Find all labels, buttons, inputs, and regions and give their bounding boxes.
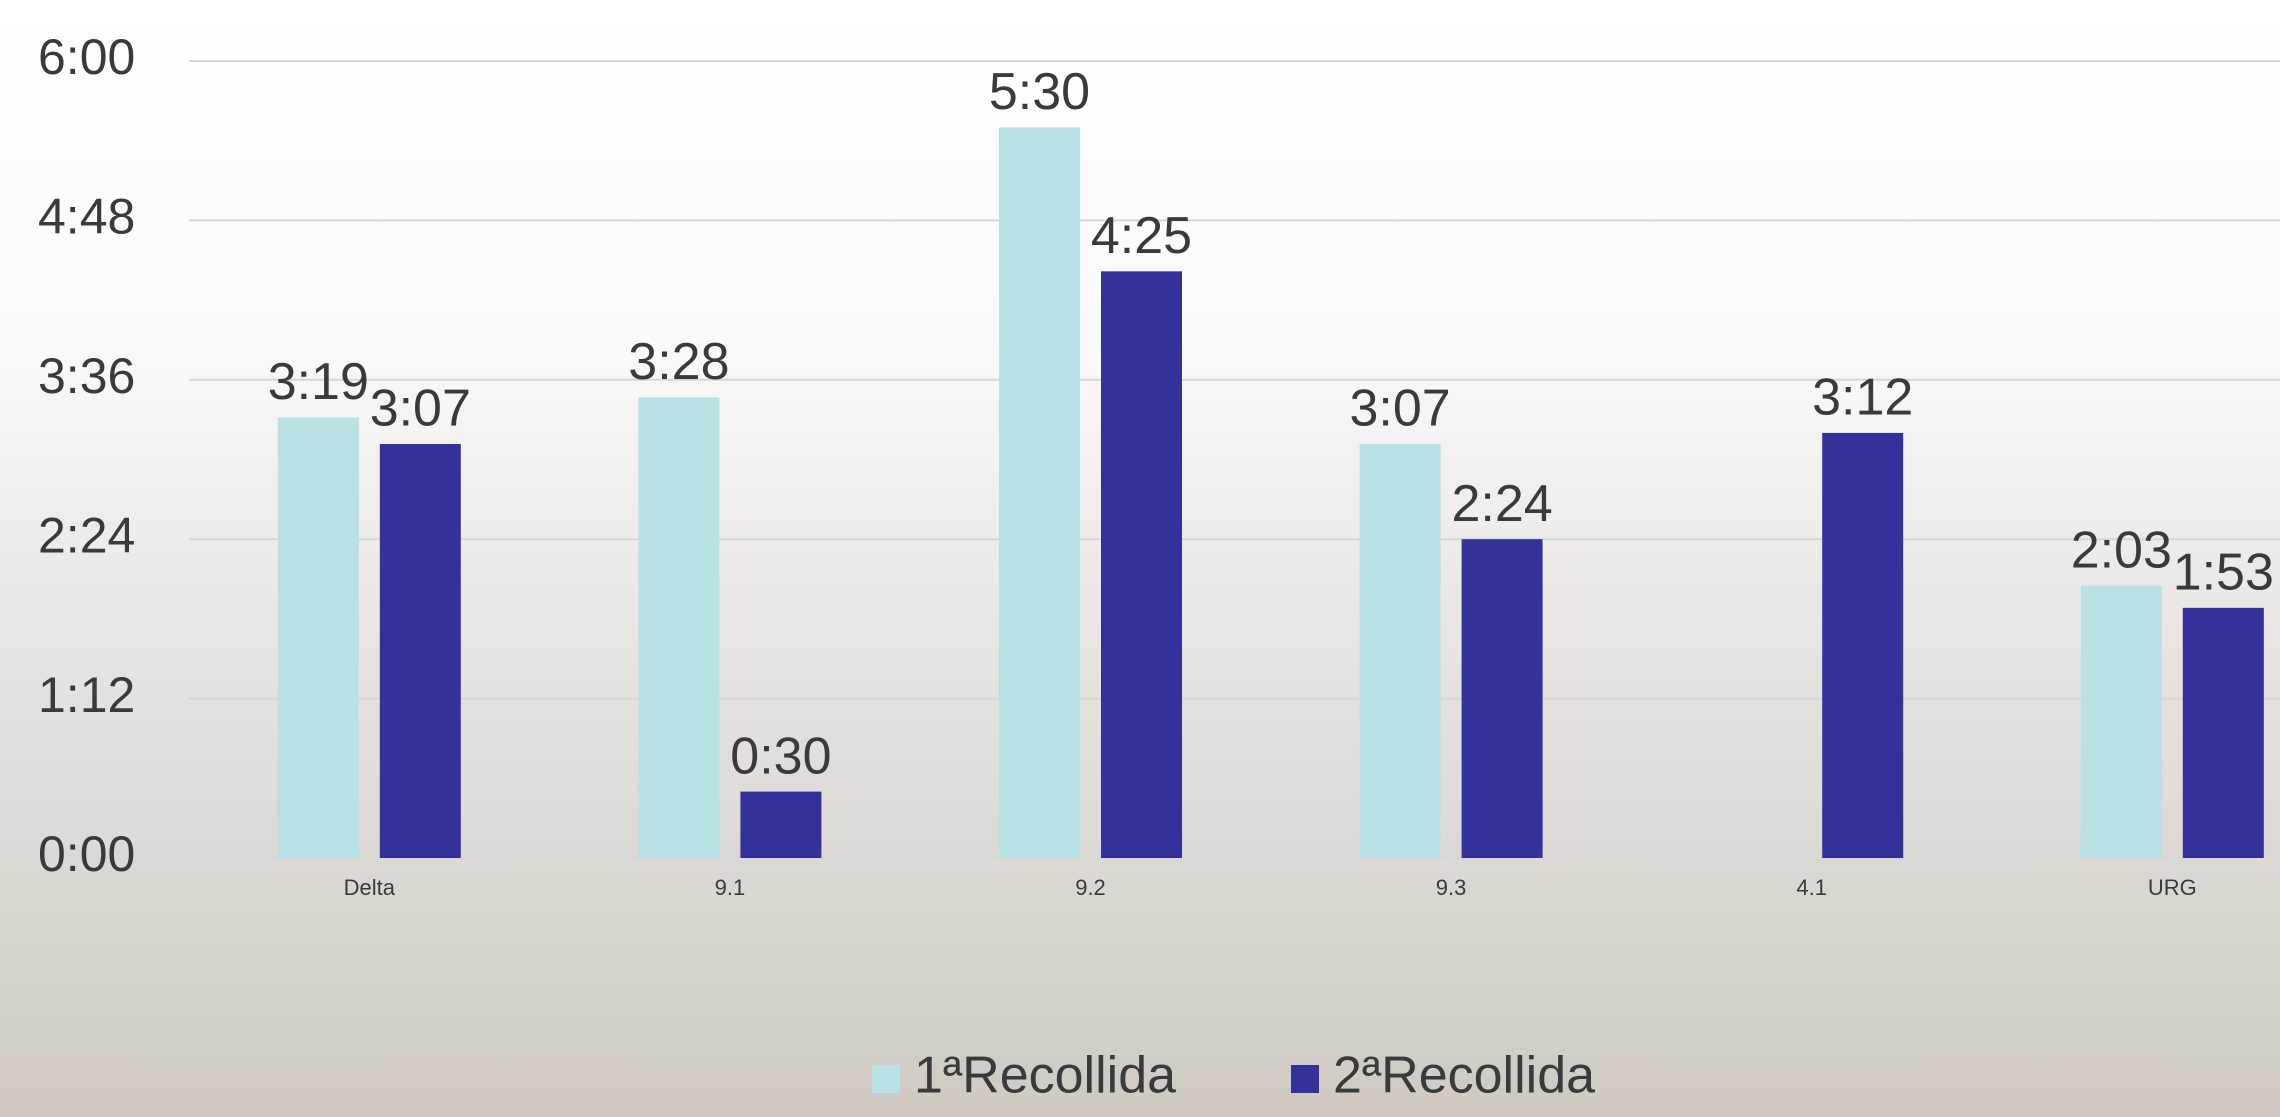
bar (1822, 433, 1903, 858)
legend-swatch (1291, 1065, 1319, 1093)
value-label: 2:03 (2071, 521, 2172, 579)
legend-label: 1ªRecollida (914, 1047, 1176, 1105)
bar (1462, 539, 1543, 858)
legend-label: 2ªRecollida (1333, 1047, 1595, 1105)
x-tick-label: 9.3 (1436, 875, 1467, 900)
value-label: 5:30 (989, 63, 1090, 121)
bar (278, 417, 359, 858)
y-tick-label: 0:00 (38, 826, 135, 882)
value-label: 2:24 (1451, 475, 1552, 533)
bar (740, 792, 821, 858)
bar (2081, 586, 2162, 858)
value-label: 0:30 (730, 727, 831, 785)
x-tick-label: 9.1 (715, 875, 746, 900)
value-label: 3:12 (1812, 369, 1913, 427)
x-tick-label: Delta (344, 875, 396, 900)
bar (380, 444, 461, 858)
y-tick-label: 1:12 (38, 667, 135, 723)
value-label: 3:07 (1349, 380, 1450, 438)
chart: 0:001:122:243:364:486:00Delta3:193:079.1… (0, 0, 2280, 1117)
value-label: 4:25 (1091, 207, 1192, 265)
bar (999, 127, 1080, 858)
y-tick-label: 4:48 (38, 189, 135, 245)
y-tick-label: 3:36 (38, 348, 135, 404)
x-tick-label: 4.1 (1796, 875, 1827, 900)
legend-swatch (872, 1065, 900, 1093)
bar (1101, 271, 1182, 858)
page: 0:001:122:243:364:486:00Delta3:193:079.1… (0, 0, 2280, 1117)
value-label: 1:53 (2173, 544, 2274, 602)
value-label: 3:07 (370, 380, 471, 438)
bar (2183, 608, 2264, 858)
x-tick-label: 9.2 (1075, 875, 1106, 900)
y-tick-label: 2:24 (38, 507, 135, 563)
bar (638, 398, 719, 858)
value-label: 3:28 (628, 333, 729, 391)
x-tick-label: URG (2148, 875, 2197, 900)
value-label: 3:19 (268, 353, 369, 411)
bar (1360, 444, 1441, 858)
y-tick-label: 6:00 (38, 29, 135, 85)
